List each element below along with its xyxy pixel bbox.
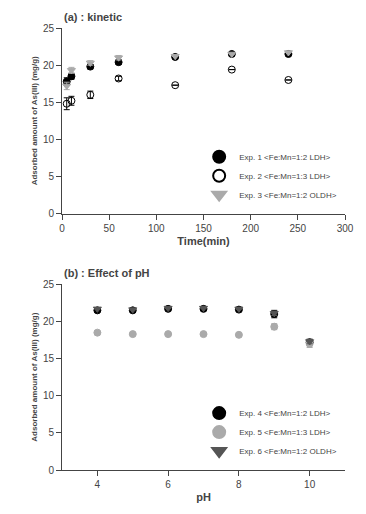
svg-text:6: 6: [165, 479, 171, 490]
svg-text:Adsorbed amount of As(III) (mg: Adsorbed amount of As(III) (mg/g): [30, 56, 39, 185]
svg-text:4: 4: [95, 479, 101, 490]
svg-text:Exp. 5 <Fe:Mn=1:3 LDH>: Exp. 5 <Fe:Mn=1:3 LDH>: [239, 428, 330, 437]
svg-text:15: 15: [43, 353, 55, 364]
svg-text:Adsorbed amount of As(III) (mg: Adsorbed amount of As(III) (mg/g): [30, 312, 39, 441]
svg-text:Exp. 1 <Fe:Mn=1:2 LDH>: Exp. 1 <Fe:Mn=1:2 LDH>: [239, 153, 330, 162]
svg-text:Exp. 4 <Fe:Mn=1:2 LDH>: Exp. 4 <Fe:Mn=1:2 LDH>: [239, 409, 330, 418]
svg-text:10: 10: [43, 134, 55, 145]
svg-text:25: 25: [43, 279, 55, 290]
svg-text:5: 5: [48, 427, 54, 438]
svg-text:20: 20: [43, 60, 55, 71]
svg-text:(a) : kinetic: (a) : kinetic: [64, 11, 122, 23]
svg-text:0: 0: [48, 465, 54, 476]
svg-text:25: 25: [43, 23, 55, 34]
svg-text:250: 250: [289, 223, 306, 234]
svg-text:150: 150: [195, 223, 212, 234]
svg-text:0: 0: [48, 208, 54, 219]
svg-text:pH: pH: [196, 491, 211, 503]
svg-text:Time(min): Time(min): [177, 235, 230, 247]
svg-text:8: 8: [236, 479, 242, 490]
svg-text:100: 100: [148, 223, 165, 234]
svg-text:300: 300: [337, 223, 354, 234]
svg-text:Exp. 6 <Fe:Mn=1:2 OLDH>: Exp. 6 <Fe:Mn=1:2 OLDH>: [239, 447, 336, 456]
svg-text:15: 15: [43, 97, 55, 108]
svg-text:Exp. 3 <Fe:Mn=1:2 OLDH>: Exp. 3 <Fe:Mn=1:2 OLDH>: [239, 191, 336, 200]
svg-text:200: 200: [242, 223, 259, 234]
svg-text:Exp. 2 <Fe:Mn=1:3 LDH>: Exp. 2 <Fe:Mn=1:3 LDH>: [239, 172, 330, 181]
svg-text:0: 0: [59, 223, 65, 234]
svg-text:20: 20: [43, 316, 55, 327]
svg-text:50: 50: [104, 223, 116, 234]
svg-text:5: 5: [48, 171, 54, 182]
svg-text:10: 10: [43, 390, 55, 401]
svg-text:10: 10: [304, 479, 316, 490]
svg-text:(b) : Effect of pH: (b) : Effect of pH: [64, 267, 150, 279]
